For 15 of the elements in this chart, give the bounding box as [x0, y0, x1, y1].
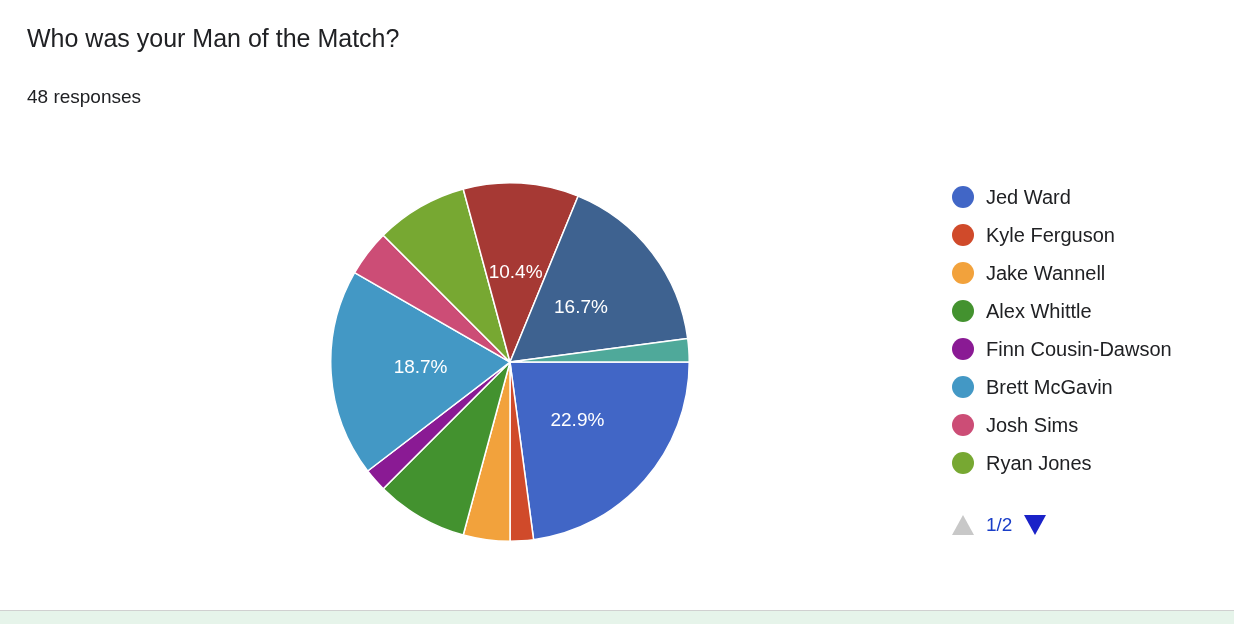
legend-label: Brett McGavin — [986, 375, 1113, 399]
data-label: 22.9% — [550, 409, 605, 431]
chart-title: Who was your Man of the Match? — [27, 24, 400, 53]
data-label: 10.4% — [488, 260, 543, 282]
legend-label: Alex Whittle — [986, 299, 1092, 323]
legend-label: Jake Wannell — [986, 261, 1106, 285]
legend-label: Jed Ward — [986, 185, 1071, 209]
legend-label: Ryan Jones — [986, 451, 1092, 475]
data-label: 18.7% — [393, 356, 448, 378]
legend-label: Josh Sims — [986, 413, 1079, 437]
legend-label: Finn Cousin-Dawson — [986, 337, 1172, 361]
legend-label: Kyle Ferguson — [986, 223, 1115, 247]
data-label: 16.7% — [554, 295, 609, 317]
text: 48 responses — [27, 86, 142, 108]
text: 1/2 — [986, 514, 1013, 536]
